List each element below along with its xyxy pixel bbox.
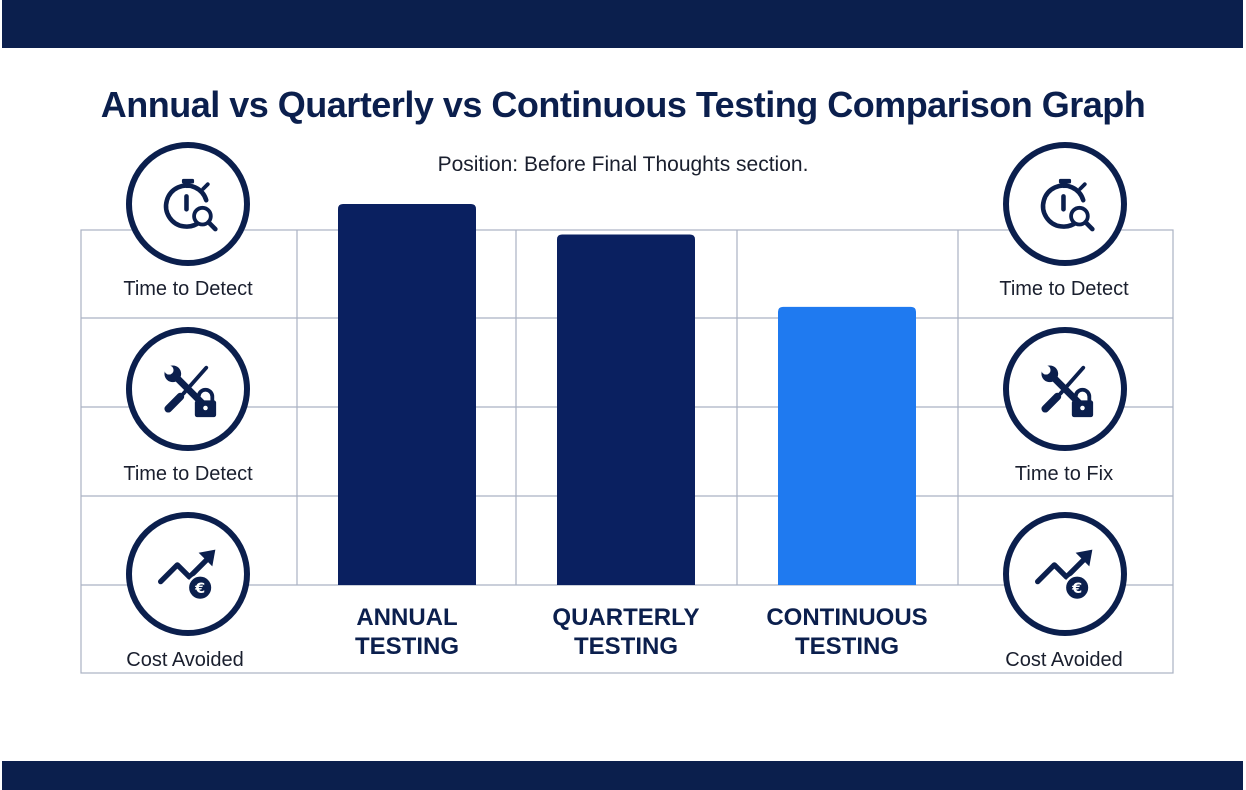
category-label-line1: ANNUAL	[356, 604, 458, 631]
category-label-line2: TESTING	[794, 633, 899, 660]
category-label-annual: ANNUAL TESTING	[297, 603, 517, 661]
left-metric-label-2: Time to Detect	[123, 463, 253, 485]
bar-quarterly-testing	[557, 234, 695, 586]
left-metric-label-3: Cost Avoided	[126, 649, 244, 671]
category-label-line2: TESTING	[354, 633, 459, 660]
category-label-line2: TESTING	[573, 633, 678, 660]
chart-title: Annual vs Quarterly vs Continuous Testin…	[100, 84, 1146, 125]
bar-annual-testing	[338, 204, 476, 585]
category-label-quarterly: QUARTERLY TESTING	[516, 603, 736, 661]
chart-subtitle: Position: Before Final Thoughts section.	[437, 153, 809, 176]
right-metric-label-2: Time to Fix	[1014, 463, 1114, 485]
category-label-continuous: CONTINUOUS TESTING	[737, 603, 957, 661]
trend-up-euro-icon	[126, 512, 250, 636]
bar-continuous-testing	[778, 306, 916, 585]
top-band	[2, 0, 1243, 48]
tools-lock-icon	[1003, 327, 1127, 451]
left-metric-label-1: Time to Detect	[123, 278, 253, 300]
right-metric-label-1: Time to Detect	[999, 278, 1129, 300]
bottom-band	[2, 761, 1243, 790]
trend-up-euro-icon	[1003, 512, 1127, 636]
stopwatch-magnifier-icon	[126, 142, 250, 266]
right-metric-label-3: Cost Avoided	[1005, 649, 1123, 671]
grid-frame	[80, 229, 1174, 674]
tools-lock-icon	[126, 327, 250, 451]
category-label-line1: CONTINUOUS	[766, 604, 928, 631]
category-label-line1: QUARTERLY	[552, 604, 700, 631]
stopwatch-magnifier-icon	[1003, 142, 1127, 266]
